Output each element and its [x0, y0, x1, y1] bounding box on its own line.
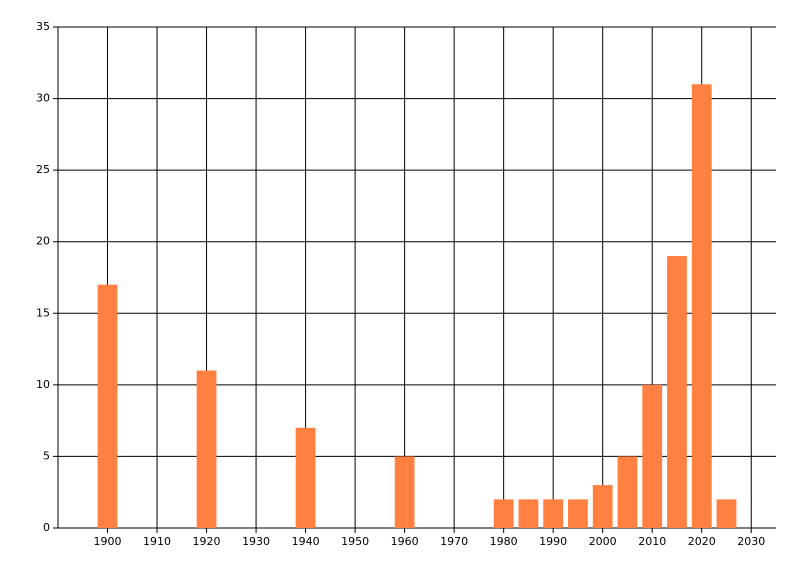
bar — [592, 485, 613, 528]
y-tick-label: 15 — [36, 306, 50, 319]
y-tick-label: 35 — [36, 20, 50, 33]
bar — [543, 499, 564, 528]
bar — [617, 456, 638, 528]
y-tick-label: 0 — [43, 521, 50, 534]
x-tick-label: 2000 — [589, 535, 617, 548]
bar — [716, 499, 737, 528]
x-tick-label: 1980 — [490, 535, 518, 548]
x-tick-label: 1960 — [391, 535, 419, 548]
bar — [493, 499, 514, 528]
x-tick-label: 1970 — [440, 535, 468, 548]
bar — [691, 84, 712, 528]
x-tick-label: 2010 — [638, 535, 666, 548]
bar — [518, 499, 539, 528]
x-tick-label: 1900 — [94, 535, 122, 548]
x-tick-label: 1990 — [539, 535, 567, 548]
bar — [295, 427, 316, 528]
bar — [568, 499, 588, 528]
y-tick-label: 20 — [36, 235, 50, 248]
bar — [642, 384, 663, 528]
x-tick-label: 1940 — [292, 535, 320, 548]
bar — [667, 256, 687, 528]
x-tick-label: 2030 — [737, 535, 765, 548]
bar — [97, 284, 118, 528]
x-tick-label: 1930 — [242, 535, 270, 548]
y-tick-label: 25 — [36, 163, 50, 176]
y-tick-label: 30 — [36, 92, 50, 105]
bar — [196, 370, 217, 528]
x-tick-label: 1920 — [193, 535, 221, 548]
x-tick-label: 1950 — [341, 535, 369, 548]
bar — [394, 456, 415, 528]
y-tick-label: 10 — [36, 378, 50, 391]
y-tick-label: 5 — [43, 449, 50, 462]
x-tick-label: 2020 — [688, 535, 716, 548]
x-tick-label: 1910 — [143, 535, 171, 548]
